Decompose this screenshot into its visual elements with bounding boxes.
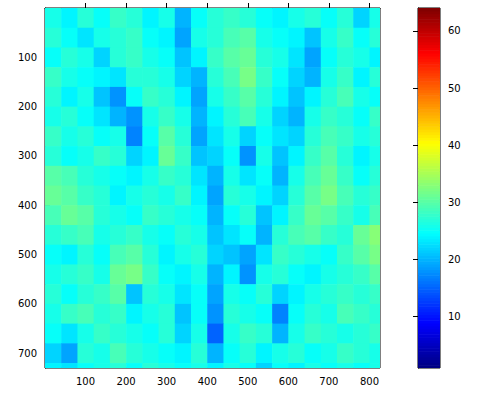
svg-text:500: 500: [18, 249, 37, 260]
svg-text:40: 40: [448, 140, 461, 151]
svg-text:10: 10: [448, 311, 461, 322]
svg-text:300: 300: [157, 376, 176, 387]
svg-text:700: 700: [18, 348, 37, 359]
svg-text:100: 100: [18, 52, 37, 63]
svg-text:300: 300: [18, 150, 37, 161]
svg-text:700: 700: [319, 376, 338, 387]
svg-text:200: 200: [18, 101, 37, 112]
svg-text:500: 500: [238, 376, 257, 387]
svg-text:400: 400: [198, 376, 217, 387]
svg-text:400: 400: [18, 200, 37, 211]
svg-text:60: 60: [448, 25, 461, 36]
svg-text:100: 100: [76, 376, 95, 387]
svg-text:50: 50: [448, 83, 461, 94]
svg-text:800: 800: [360, 376, 379, 387]
svg-text:200: 200: [117, 376, 136, 387]
svg-text:600: 600: [279, 376, 298, 387]
svg-text:30: 30: [448, 197, 461, 208]
svg-text:600: 600: [18, 298, 37, 309]
svg-text:20: 20: [448, 254, 461, 265]
